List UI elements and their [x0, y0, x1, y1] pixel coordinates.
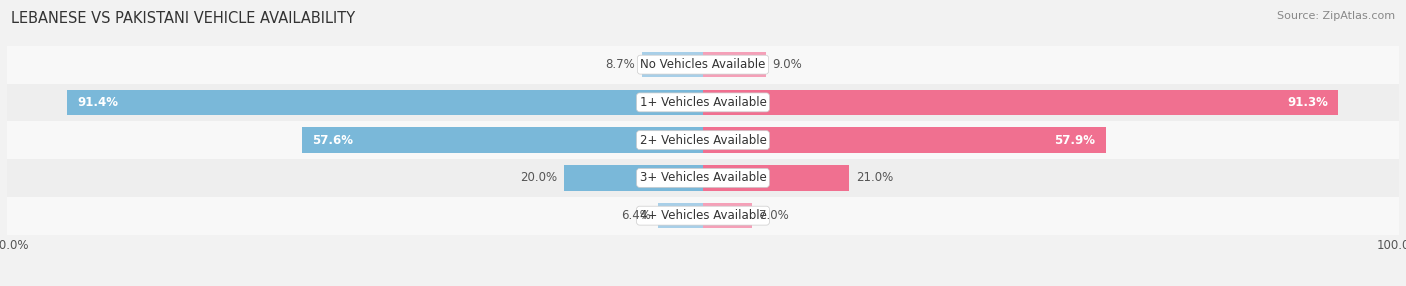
Text: No Vehicles Available: No Vehicles Available: [640, 58, 766, 71]
Text: LEBANESE VS PAKISTANI VEHICLE AVAILABILITY: LEBANESE VS PAKISTANI VEHICLE AVAILABILI…: [11, 11, 356, 26]
Text: 4+ Vehicles Available: 4+ Vehicles Available: [640, 209, 766, 222]
Bar: [7, 121, 1399, 159]
Text: 7.0%: 7.0%: [759, 209, 789, 222]
Bar: [67, 90, 703, 115]
Text: 8.7%: 8.7%: [606, 58, 636, 71]
Bar: [658, 203, 703, 229]
Text: 3+ Vehicles Available: 3+ Vehicles Available: [640, 171, 766, 184]
Text: 9.0%: 9.0%: [773, 58, 803, 71]
Bar: [703, 52, 766, 78]
Bar: [643, 52, 703, 78]
Bar: [302, 127, 703, 153]
Bar: [7, 84, 1399, 121]
Bar: [703, 127, 1107, 153]
Bar: [703, 90, 1339, 115]
Text: 6.4%: 6.4%: [621, 209, 651, 222]
Text: 91.3%: 91.3%: [1286, 96, 1329, 109]
Text: 57.9%: 57.9%: [1054, 134, 1095, 147]
Bar: [7, 46, 1399, 84]
Text: Source: ZipAtlas.com: Source: ZipAtlas.com: [1277, 11, 1395, 21]
Bar: [7, 159, 1399, 197]
Text: 20.0%: 20.0%: [520, 171, 557, 184]
Text: 57.6%: 57.6%: [312, 134, 353, 147]
Text: 91.4%: 91.4%: [77, 96, 118, 109]
Legend: Lebanese, Pakistani: Lebanese, Pakistani: [619, 285, 787, 286]
Text: 2+ Vehicles Available: 2+ Vehicles Available: [640, 134, 766, 147]
Bar: [703, 165, 849, 191]
Bar: [564, 165, 703, 191]
Text: 21.0%: 21.0%: [856, 171, 893, 184]
Text: 1+ Vehicles Available: 1+ Vehicles Available: [640, 96, 766, 109]
Bar: [703, 203, 752, 229]
Bar: [7, 197, 1399, 235]
